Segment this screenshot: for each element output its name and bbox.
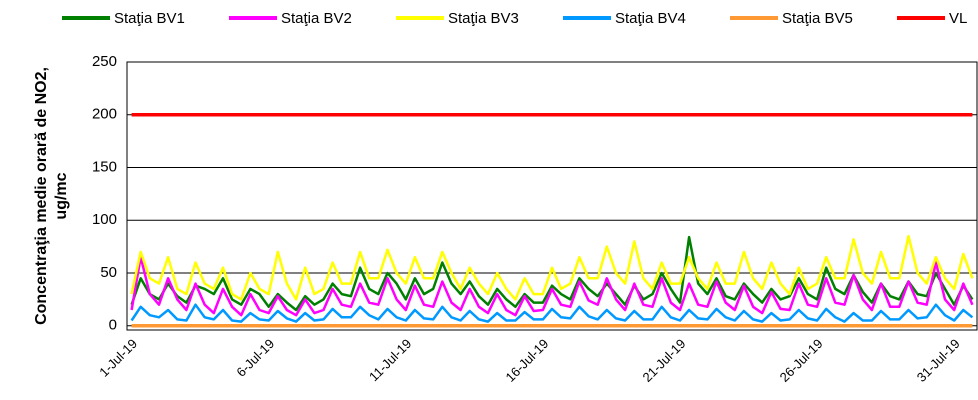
y-tick-label: 0 <box>109 317 117 334</box>
series-line <box>130 235 974 312</box>
legend-label: Staţia BV2 <box>281 10 352 27</box>
legend-label: Staţia BV4 <box>615 10 686 27</box>
y-tick-label: 50 <box>100 264 117 281</box>
x-tick-label: 31-Jul-19 <box>914 336 963 385</box>
x-tick-label: 6-Jul-19 <box>233 336 277 380</box>
y-tick-label: 200 <box>92 106 117 123</box>
y-axis-label: Concentraţia medie orară de NO2, <box>33 67 50 325</box>
series-line <box>130 255 974 317</box>
x-tick-label: 1-Jul-19 <box>96 336 140 380</box>
series-line <box>130 303 974 323</box>
legend-label: Staţia BV5 <box>782 10 853 27</box>
series-line <box>130 234 974 301</box>
x-tick-label: 11-Jul-19 <box>366 336 414 384</box>
y-tick-label: 150 <box>92 158 117 175</box>
x-tick-label: 21-Jul-19 <box>640 336 689 385</box>
legend-label: VL <box>949 10 967 27</box>
plot-border <box>126 61 978 331</box>
legend-label: Staţia BV3 <box>448 10 519 27</box>
x-tick-label: 26-Jul-19 <box>777 336 826 385</box>
y-tick-label: 100 <box>92 211 117 228</box>
y-tick-label: 250 <box>92 53 117 70</box>
x-tick-label: 16-Jul-19 <box>502 336 551 385</box>
y-axis-label: ug/mc <box>53 172 70 219</box>
legend-label: Staţia BV1 <box>114 10 185 27</box>
